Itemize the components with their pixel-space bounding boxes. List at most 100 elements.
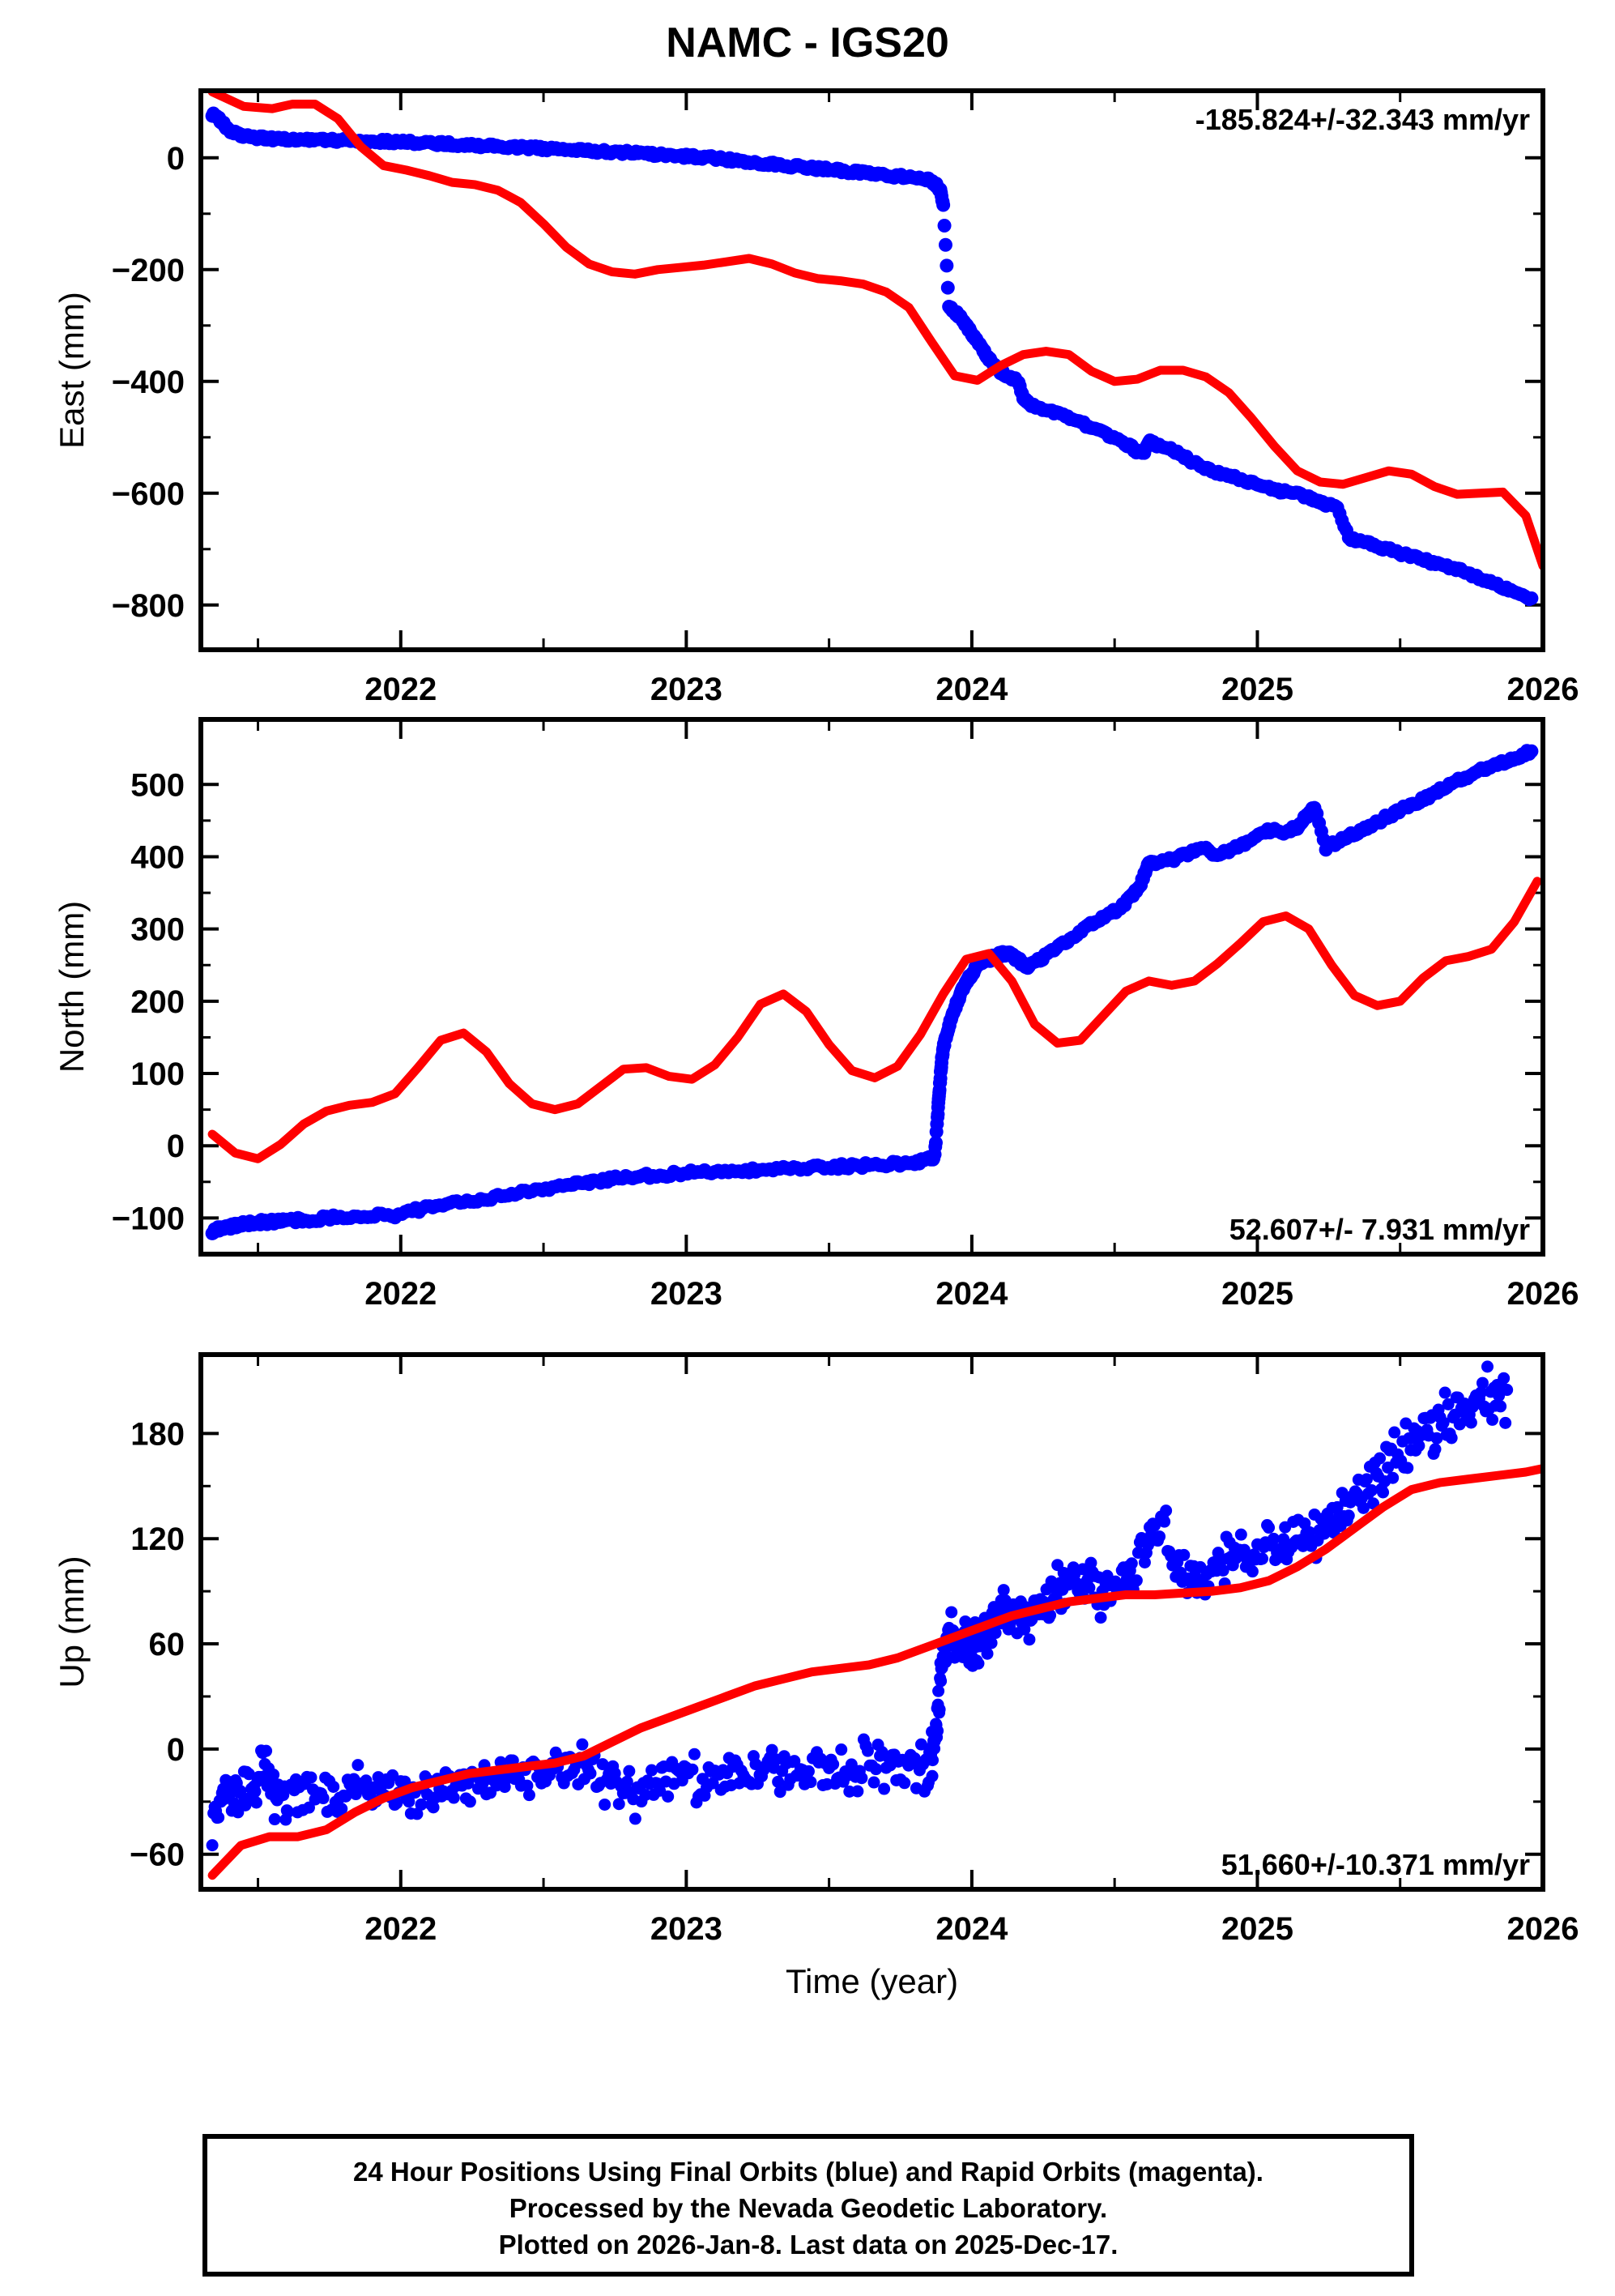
data-point bbox=[1498, 1372, 1511, 1385]
data-point bbox=[933, 1703, 946, 1716]
data-point bbox=[1255, 1552, 1268, 1565]
rate-annotation-north: 52.607+/- 7.931 mm/yr bbox=[1229, 1213, 1530, 1246]
data-point bbox=[447, 1791, 460, 1804]
x-tick-label: 2024 bbox=[935, 672, 1008, 707]
data-point bbox=[1401, 1462, 1414, 1474]
data-point bbox=[629, 1812, 641, 1825]
data-point bbox=[1263, 1521, 1276, 1534]
data-point bbox=[1153, 1530, 1166, 1543]
x-tick-label: 2024 bbox=[935, 1911, 1008, 1947]
y-tick-label: 0 bbox=[167, 141, 185, 177]
data-point bbox=[772, 1775, 785, 1788]
x-tick-label: 2025 bbox=[1221, 1276, 1293, 1312]
data-point bbox=[972, 1657, 985, 1670]
y-tick-label: −100 bbox=[112, 1201, 185, 1236]
caption-box-border bbox=[202, 2134, 1414, 2277]
x-tick-label: 2023 bbox=[650, 1276, 722, 1312]
data-point bbox=[1360, 1473, 1373, 1486]
data-point bbox=[1501, 1384, 1514, 1397]
data-point bbox=[1486, 1413, 1499, 1426]
data-point bbox=[804, 1776, 817, 1789]
y-tick-label: 300 bbox=[130, 912, 185, 948]
data-point bbox=[1494, 1400, 1507, 1413]
series-layer-up bbox=[206, 1360, 1540, 1880]
data-point bbox=[662, 1790, 675, 1803]
data-point bbox=[1084, 1556, 1097, 1569]
model-line bbox=[207, 93, 1540, 570]
data-point bbox=[938, 237, 952, 252]
data-point bbox=[1217, 1564, 1229, 1577]
data-point bbox=[1377, 1486, 1390, 1499]
data-point bbox=[1178, 1548, 1191, 1561]
y-tick-label: 0 bbox=[167, 1732, 185, 1768]
rate-annotation-up: 51.660+/-10.371 mm/yr bbox=[1221, 1848, 1530, 1881]
chart-panel-north: 500 400 300 200 100 0 −100 2022 2023 2024 2025 2026… bbox=[53, 717, 1579, 1312]
data-point bbox=[1148, 1519, 1161, 1532]
data-point bbox=[1442, 1398, 1455, 1410]
data-point bbox=[773, 1786, 786, 1799]
y-tick-label: −800 bbox=[112, 588, 185, 624]
data-point bbox=[212, 1811, 225, 1824]
data-point bbox=[1481, 1360, 1494, 1373]
data-point bbox=[1234, 1528, 1247, 1541]
x-tick-label: 2022 bbox=[364, 672, 437, 707]
page-title: NAMC - IGS20 bbox=[666, 19, 949, 66]
y-tick-label: 180 bbox=[130, 1416, 185, 1452]
y-tick-label: 500 bbox=[130, 767, 185, 803]
data-point bbox=[335, 1803, 348, 1816]
data-point bbox=[521, 1779, 534, 1792]
data-point bbox=[1429, 1443, 1442, 1456]
data-point bbox=[234, 1785, 247, 1798]
data-point bbox=[390, 1797, 403, 1810]
data-point bbox=[945, 1606, 958, 1619]
x-tick-label: 2022 bbox=[364, 1911, 437, 1947]
data-point bbox=[282, 1805, 295, 1818]
data-point bbox=[242, 1768, 255, 1781]
data-point bbox=[305, 1771, 317, 1784]
data-point bbox=[1130, 1574, 1143, 1587]
y-tick-label: 400 bbox=[130, 839, 185, 875]
data-point bbox=[249, 1785, 262, 1798]
data-point bbox=[463, 1795, 476, 1808]
data-point bbox=[989, 1627, 1002, 1640]
data-point bbox=[1365, 1484, 1378, 1497]
data-point bbox=[1044, 1609, 1057, 1622]
data-point bbox=[1138, 1556, 1151, 1568]
data-point bbox=[1445, 1432, 1458, 1445]
chart-panel-east: 0 −200 −400 −600 −800 2022 2023 2024 2025 2026 Eas… bbox=[53, 88, 1579, 707]
series-layer-north bbox=[205, 744, 1540, 1240]
data-point bbox=[940, 258, 954, 273]
data-point bbox=[1331, 1500, 1344, 1513]
data-point bbox=[623, 1765, 636, 1777]
caption-line-2: Processed by the Nevada Geodetic Laborat… bbox=[509, 2193, 1107, 2223]
plot-frame-north bbox=[198, 717, 1545, 1257]
x-tick-label: 2022 bbox=[364, 1276, 437, 1312]
data-point bbox=[686, 1763, 699, 1776]
data-point bbox=[1018, 1623, 1031, 1636]
plot-frame-east bbox=[198, 88, 1545, 652]
x-tick-label: 2026 bbox=[1507, 1911, 1579, 1947]
rate-annotation-east: -185.824+/-32.343 mm/yr bbox=[1195, 103, 1530, 136]
data-point bbox=[927, 1754, 940, 1767]
data-point bbox=[411, 1807, 424, 1820]
data-point bbox=[981, 1647, 994, 1660]
data-point bbox=[1160, 1504, 1173, 1517]
x-tick-label: 2025 bbox=[1221, 672, 1293, 707]
data-point bbox=[1524, 744, 1539, 758]
data-point bbox=[1524, 591, 1539, 606]
data-point bbox=[267, 1769, 280, 1782]
data-point bbox=[851, 1785, 864, 1798]
caption-line-3: Plotted on 2026-Jan-8. Last data on 2025… bbox=[499, 2230, 1119, 2260]
data-point bbox=[1238, 1543, 1251, 1556]
data-point bbox=[861, 1744, 874, 1757]
model-line bbox=[207, 877, 1540, 1163]
x-tick-label: 2023 bbox=[650, 672, 722, 707]
data-point bbox=[1268, 1532, 1280, 1545]
data-point bbox=[985, 1637, 998, 1649]
y-tick-label: −400 bbox=[112, 365, 185, 400]
data-point bbox=[936, 198, 951, 212]
data-point bbox=[360, 1774, 373, 1787]
data-point bbox=[937, 219, 952, 233]
data-point bbox=[835, 1743, 848, 1756]
